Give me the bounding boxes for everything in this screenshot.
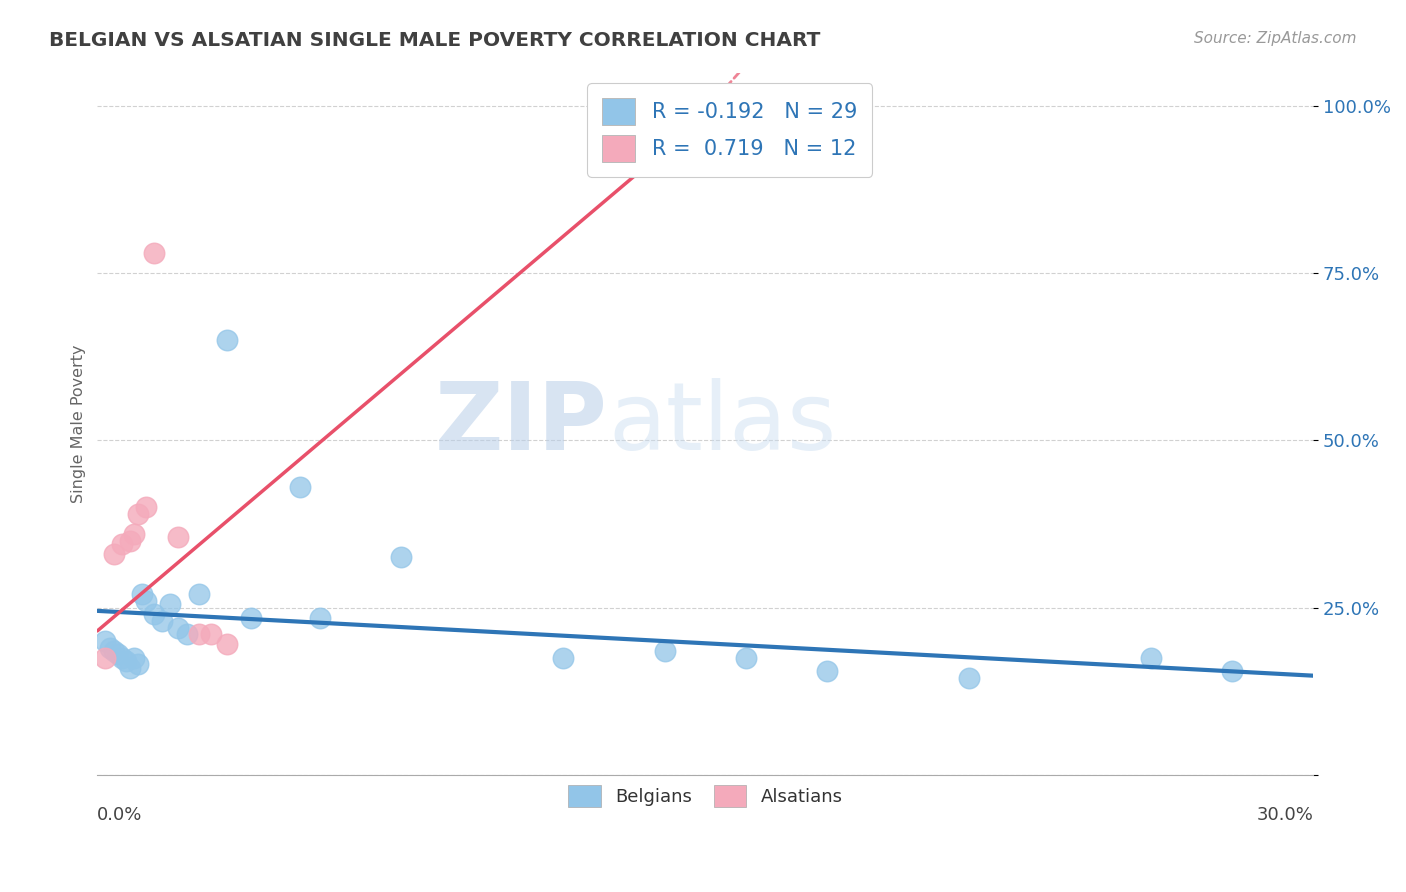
- Point: [131, 587, 153, 601]
- Point: [94, 634, 117, 648]
- Point: [118, 661, 141, 675]
- Point: [240, 610, 263, 624]
- Point: [187, 627, 209, 641]
- Text: atlas: atlas: [607, 378, 837, 470]
- Point: [215, 333, 238, 347]
- Point: [111, 537, 134, 551]
- Point: [654, 644, 676, 658]
- Point: [122, 527, 145, 541]
- Point: [118, 533, 141, 548]
- Point: [176, 627, 198, 641]
- Y-axis label: Single Male Poverty: Single Male Poverty: [72, 344, 86, 503]
- Legend: R = -0.192   N = 29, R =  0.719   N = 12: R = -0.192 N = 29, R = 0.719 N = 12: [588, 83, 872, 177]
- Point: [127, 657, 149, 672]
- Point: [734, 650, 756, 665]
- Text: BELGIAN VS ALSATIAN SINGLE MALE POVERTY CORRELATION CHART: BELGIAN VS ALSATIAN SINGLE MALE POVERTY …: [49, 31, 821, 50]
- Point: [815, 664, 838, 678]
- Point: [94, 650, 117, 665]
- Text: 30.0%: 30.0%: [1257, 806, 1313, 824]
- Point: [103, 547, 125, 561]
- Text: Source: ZipAtlas.com: Source: ZipAtlas.com: [1194, 31, 1357, 46]
- Point: [107, 648, 129, 662]
- Point: [114, 654, 136, 668]
- Point: [309, 610, 332, 624]
- Point: [103, 644, 125, 658]
- Point: [200, 627, 222, 641]
- Text: ZIP: ZIP: [436, 378, 607, 470]
- Point: [288, 480, 311, 494]
- Point: [167, 530, 190, 544]
- Point: [127, 507, 149, 521]
- Point: [135, 500, 157, 515]
- Point: [98, 640, 121, 655]
- Point: [187, 587, 209, 601]
- Point: [143, 246, 166, 260]
- Point: [553, 650, 575, 665]
- Point: [111, 650, 134, 665]
- Point: [1220, 664, 1243, 678]
- Point: [389, 550, 412, 565]
- Point: [957, 671, 980, 685]
- Point: [167, 621, 190, 635]
- Point: [159, 597, 181, 611]
- Text: 0.0%: 0.0%: [97, 806, 143, 824]
- Point: [1140, 650, 1163, 665]
- Point: [143, 607, 166, 622]
- Point: [135, 594, 157, 608]
- Point: [215, 637, 238, 651]
- Point: [150, 614, 173, 628]
- Point: [122, 650, 145, 665]
